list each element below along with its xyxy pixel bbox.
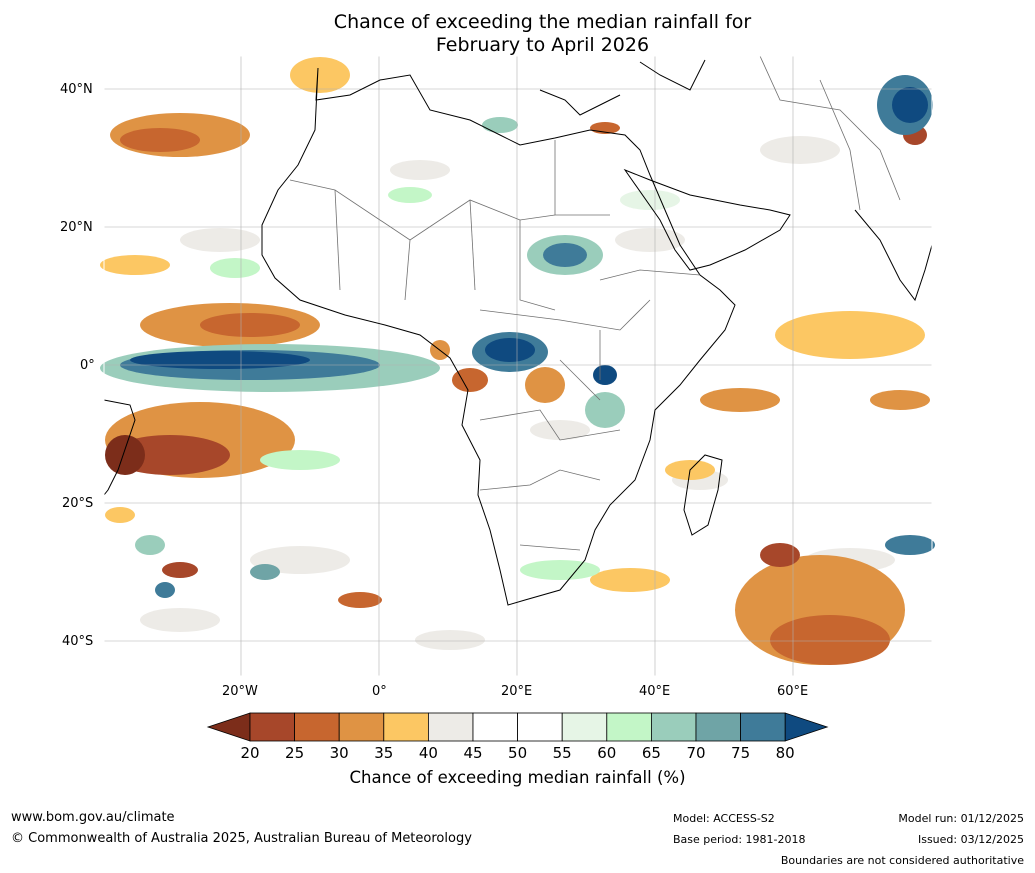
colorbar-label: Chance of exceeding median rainfall (%) <box>349 768 686 787</box>
colorbar-box-55-60 <box>561 712 608 742</box>
colorbar-tick-20: 20 <box>240 744 260 762</box>
colorbar-box-65-70 <box>651 712 697 742</box>
title-line-1: Chance of exceeding the median rainfall … <box>333 11 752 33</box>
colorbar-tick-55: 55 <box>552 744 572 762</box>
lon-label-60e: 60°E <box>777 684 809 699</box>
lon-label-20e: 20°E <box>501 684 533 699</box>
lon-label-20w: 20°W <box>222 684 258 699</box>
borders <box>289 55 901 551</box>
wet-anomalies <box>100 75 935 598</box>
title-line-2: February to April 2026 <box>435 34 650 56</box>
lat-label-40s: 40°S <box>62 634 94 649</box>
colorbar-box-60-65 <box>606 712 652 742</box>
footer-base-period: Base period: 1981-2018 <box>673 833 806 846</box>
map-frame <box>103 55 933 677</box>
south-america-coast <box>103 399 136 496</box>
colorbar-box-30-35 <box>338 712 385 742</box>
lat-label-20n: 20°N <box>60 220 93 235</box>
colorbar-box-45-50 <box>472 712 518 742</box>
graticule <box>104 56 932 676</box>
colorbar-tick-45: 45 <box>463 744 483 762</box>
footer-website: www.bom.gov.au/climate <box>11 810 175 825</box>
colorbar-tick-35: 35 <box>374 744 394 762</box>
colorbar-box-40-45 <box>427 712 474 742</box>
dry-anomalies <box>100 57 930 665</box>
colorbar-tick-75: 75 <box>731 744 751 762</box>
lat-label-20s: 20°S <box>62 496 94 511</box>
footer-disclaimer: Boundaries are not considered authoritat… <box>780 854 1024 867</box>
coastlines <box>103 59 933 606</box>
lon-label-40e: 40°E <box>639 684 671 699</box>
colorbar-box-35-40 <box>383 712 429 742</box>
colorbar-tick-65: 65 <box>641 744 661 762</box>
footer-model: Model: ACCESS-S2 <box>673 812 775 825</box>
colorbar-tick-50: 50 <box>508 744 528 762</box>
colorbar <box>206 712 829 742</box>
colorbar-tick-40: 40 <box>418 744 438 762</box>
colorbar-extend-high <box>784 712 829 742</box>
lat-label-40n: 40°N <box>60 82 93 97</box>
colorbar-tick-60: 60 <box>597 744 617 762</box>
arabian-peninsula <box>623 168 791 271</box>
colorbar-box-70-75 <box>695 712 741 742</box>
colorbar-extend-low <box>206 712 251 742</box>
lat-label-0: 0° <box>80 358 95 373</box>
colorbar-box-75-80 <box>740 712 786 742</box>
colorbar-tick-70: 70 <box>686 744 706 762</box>
colorbar-tick-30: 30 <box>329 744 349 762</box>
footer-model-run: Model run: 01/12/2025 <box>898 812 1024 825</box>
colorbar-tick-80: 80 <box>775 744 795 762</box>
colorbar-box-50-55 <box>517 712 563 742</box>
colorbar-tick-25: 25 <box>285 744 305 762</box>
colorbar-box-20-25 <box>249 712 295 742</box>
madagascar <box>683 454 723 536</box>
colorbar-box-25-30 <box>294 712 340 742</box>
footer-issued: Issued: 03/12/2025 <box>917 833 1024 846</box>
lon-label-0: 0° <box>372 684 387 699</box>
footer-copyright: © Commonwealth of Australia 2025, Austra… <box>11 831 472 846</box>
